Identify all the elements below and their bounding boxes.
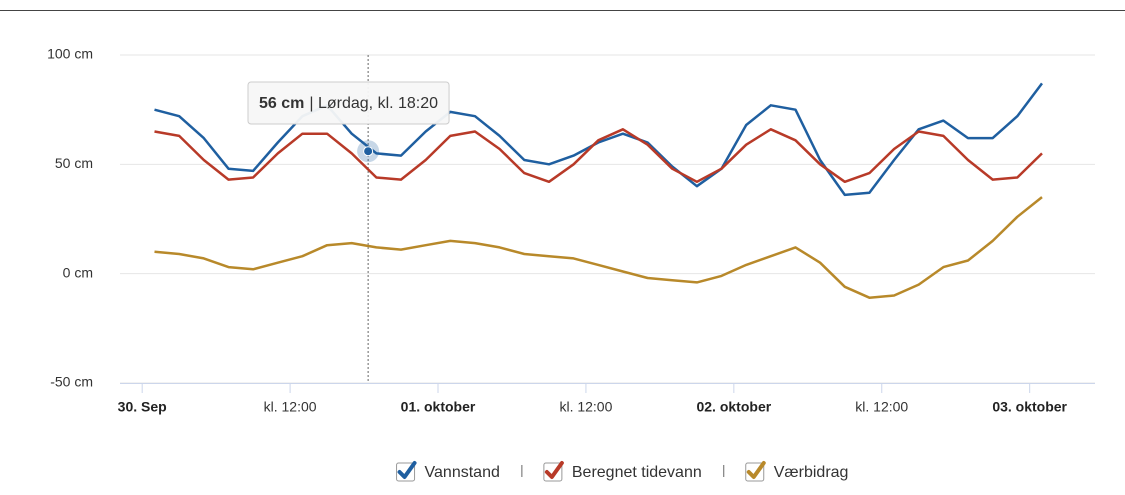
legend-item[interactable]: Værbidrag: [745, 461, 849, 482]
x-tick-label: kl. 12:00: [855, 399, 908, 415]
y-tick-label: 100 cm: [47, 46, 93, 62]
legend-check: [746, 461, 766, 479]
legend-label: Værbidrag: [774, 464, 849, 481]
hover-point: [363, 146, 374, 157]
tooltip: 56 cm | Lørdag, kl. 18:20: [247, 81, 450, 125]
legend-label: Beregnet tidevann: [572, 464, 702, 481]
x-tick-label: kl. 12:00: [264, 399, 317, 415]
y-tick-label: 50 cm: [55, 155, 93, 171]
x-tick-label: kl. 12:00: [559, 399, 612, 415]
x-tick-label: 02. oktober: [696, 399, 771, 415]
tooltip-box: [247, 81, 450, 125]
y-tick-label: 0 cm: [63, 264, 93, 280]
legend-item[interactable]: Beregnet tidevann: [543, 461, 702, 482]
legend-check: [397, 461, 417, 479]
x-tick-label: 01. oktober: [401, 399, 476, 415]
tooltip-value: 56 cm: [259, 95, 304, 112]
y-tick-label: -50 cm: [50, 374, 93, 390]
series-line: [154, 196, 1043, 299]
legend-item[interactable]: Vannstand: [396, 461, 500, 482]
legend-label: Vannstand: [425, 464, 500, 481]
x-tick-label: 03. oktober: [992, 399, 1067, 415]
x-tick-label: 30. Sep: [118, 399, 167, 415]
legend-check: [544, 461, 564, 479]
series-line: [154, 128, 1043, 184]
tooltip-text: | Lørdag, kl. 18:20: [309, 95, 438, 112]
